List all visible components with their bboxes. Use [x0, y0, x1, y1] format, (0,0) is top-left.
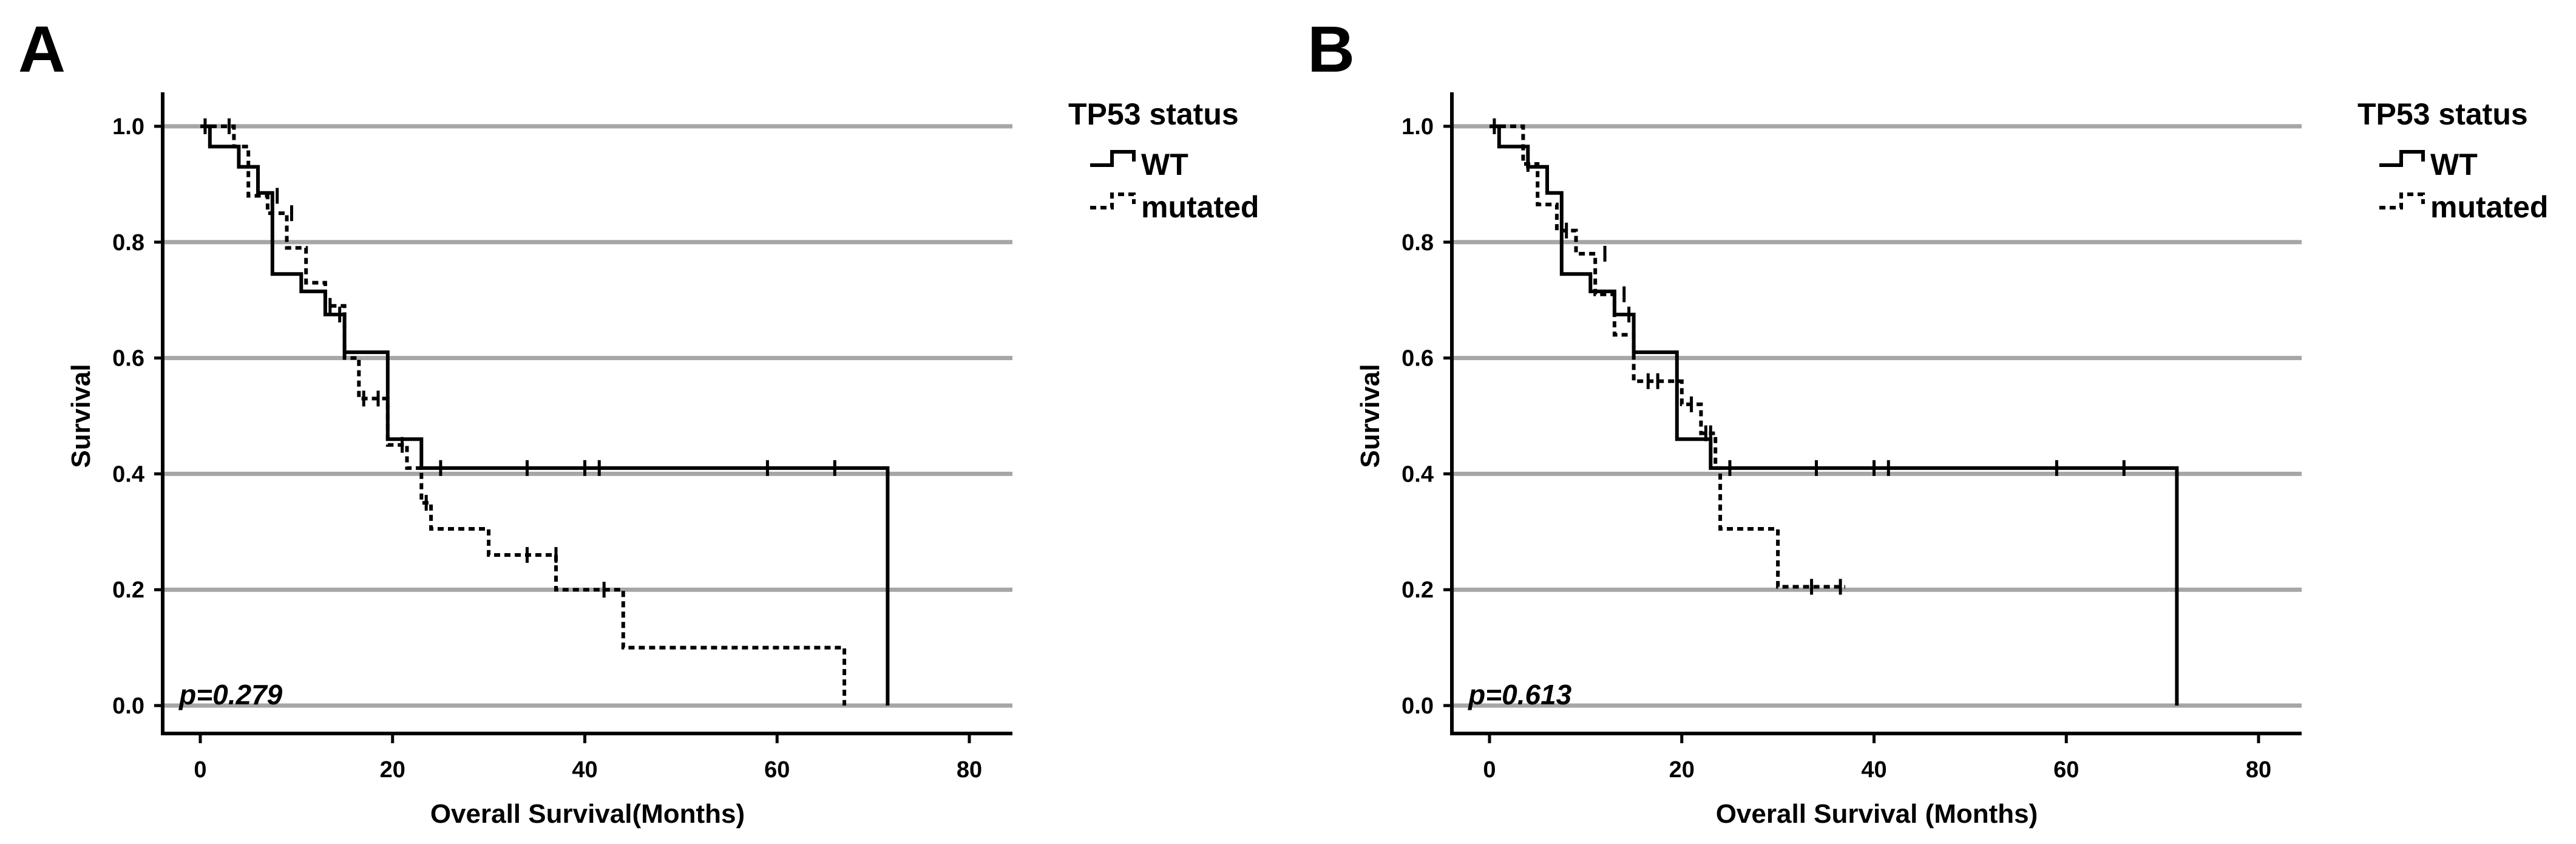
x-tick-label: 20: [1669, 757, 1695, 783]
legend-label-WT: WT: [2430, 148, 2478, 182]
panel-a: A 0.0 0.2 0.4 0.6 0.8 1.0 0 20 40 60 80 Overall Surv…: [18, 12, 1259, 829]
legend-symbol-mutated: [2379, 192, 2425, 209]
x-tick-label: 40: [1861, 757, 1886, 783]
y-tick-label: 0.4: [112, 461, 144, 487]
legend-label-mutated: mutated: [1141, 190, 1259, 224]
x-tick-label: 60: [764, 757, 790, 783]
legend-label-WT: WT: [1141, 148, 1188, 182]
y-tick-label: 0.8: [112, 230, 144, 256]
y-tick-label: 0.8: [1402, 230, 1434, 256]
panel-a-letter: A: [18, 12, 66, 86]
legend-symbol-WT: [2379, 150, 2425, 167]
y-axis-title: Survival: [1355, 364, 1385, 468]
x-tick-label: 0: [1483, 757, 1496, 783]
x-tick-label: 80: [2246, 757, 2271, 783]
x-tick-label: 0: [194, 757, 206, 783]
legend-symbol-WT: [1090, 150, 1136, 167]
km-curve-WT: [200, 124, 890, 706]
y-tick-label: 1.0: [1402, 114, 1434, 140]
x-tick-label: 40: [572, 757, 597, 783]
x-tick-label: 60: [2053, 757, 2079, 783]
y-tick-label: 0.4: [1402, 461, 1434, 487]
legend-symbol-mutated: [1090, 192, 1136, 209]
p-value-annotation: p=0.279: [178, 679, 282, 710]
y-tick-label: 0.6: [112, 346, 144, 372]
legend-label-mutated: mutated: [2430, 190, 2548, 224]
km-curve-WT: [1490, 124, 2179, 706]
x-axis-title: Overall Survival (Months): [1716, 799, 2038, 829]
y-tick-label: 0.6: [1402, 346, 1434, 372]
x-axis-title: Overall Survival(Months): [430, 799, 745, 829]
x-tick-label: 20: [380, 757, 405, 783]
p-value-annotation: p=0.613: [1467, 679, 1571, 710]
y-tick-label: 0.2: [1402, 577, 1434, 603]
y-tick-label: 0.2: [112, 577, 144, 603]
y-tick-label: 0.0: [1402, 693, 1434, 719]
legend-title: TP53 status: [1068, 97, 1239, 131]
panel-b-letter: B: [1307, 12, 1355, 86]
y-tick-label: 1.0: [112, 114, 144, 140]
km-curve-mutated: [1490, 124, 1845, 589]
y-axis-title: Survival: [66, 364, 96, 468]
panel-b: B 0.0 0.2 0.4 0.6 0.8 1.0 0 20 40 60 80 Overall Surv…: [1307, 12, 2548, 829]
y-tick-label: 0.0: [112, 693, 144, 719]
legend-title: TP53 status: [2357, 97, 2528, 131]
x-tick-label: 80: [957, 757, 982, 783]
